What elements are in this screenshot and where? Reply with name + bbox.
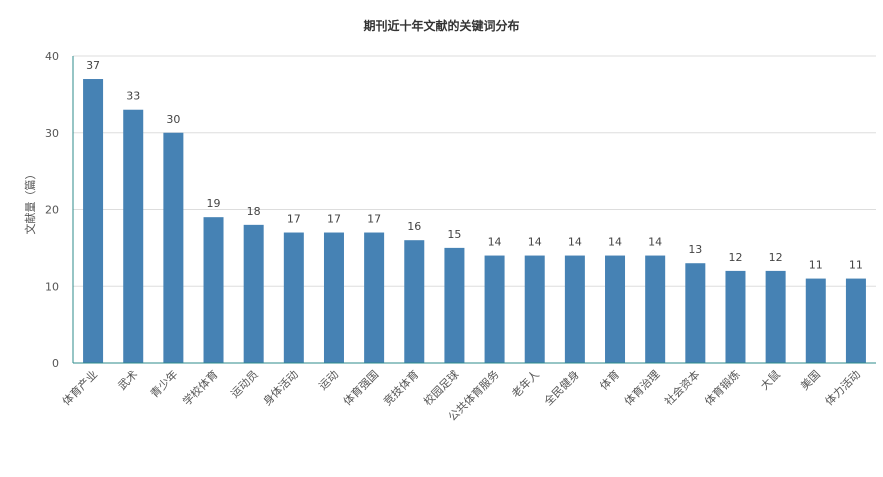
x-tick-label: 全民健身: [541, 367, 582, 408]
x-tick-label: 体力活动: [822, 367, 863, 408]
bar: [203, 217, 224, 363]
data-label: 13: [688, 243, 702, 256]
x-tick-label: 竞技体育: [380, 367, 421, 408]
data-label: 17: [287, 213, 301, 226]
bar: [323, 232, 344, 363]
bar: [524, 255, 545, 363]
data-label: 15: [447, 228, 461, 241]
x-tick-label: 大鼠: [757, 367, 782, 392]
data-label: 14: [568, 236, 582, 249]
bar: [765, 270, 786, 363]
bar: [243, 224, 264, 363]
data-label: 14: [528, 236, 542, 249]
bar: [404, 240, 425, 363]
y-axis-title: 文献量（篇）: [23, 169, 37, 235]
x-tick-label: 体育: [597, 367, 622, 392]
grid-lines: [73, 55, 876, 287]
data-label: 12: [769, 251, 783, 264]
data-label: 11: [849, 259, 863, 272]
x-tick-label: 学校体育: [180, 367, 221, 408]
data-label: 33: [126, 90, 140, 103]
data-label: 19: [207, 197, 221, 210]
bar: [805, 278, 826, 363]
bar: [685, 263, 706, 363]
data-label: 11: [809, 259, 823, 272]
x-tick-label: 身体活动: [260, 367, 301, 408]
bar: [444, 247, 465, 363]
x-tick-label: 体育产业: [59, 367, 100, 408]
bar: [564, 255, 585, 363]
chart-title: 期刊近十年文献的关键词分布: [363, 19, 520, 33]
data-label: 14: [608, 236, 622, 249]
y-tick-label: 0: [52, 357, 59, 370]
data-label: 17: [327, 213, 341, 226]
data-label: 30: [166, 113, 180, 126]
x-tick-label: 美国: [798, 368, 823, 393]
bar: [484, 255, 505, 363]
bar: [283, 232, 304, 363]
y-tick-label: 30: [45, 127, 59, 140]
data-label: 14: [488, 236, 502, 249]
bar: [605, 255, 626, 363]
bar: [83, 79, 104, 364]
data-label: 12: [728, 251, 742, 264]
data-label: 16: [407, 220, 421, 233]
x-tick-label: 运动: [316, 368, 341, 393]
data-label: 14: [648, 236, 662, 249]
bar: [163, 132, 184, 363]
x-tick-label: 老年人: [509, 367, 542, 400]
x-tick-label: 体育强国: [340, 367, 381, 408]
y-axis-ticks: 0 10 20 30 40: [45, 50, 59, 370]
x-axis-labels: 体育产业 武术 青少年 学校体育 运动员 身体活动 运动 体育强国 竞技体育 校园足球公共体育服务…: [59, 367, 863, 424]
x-tick-label: 社会资本: [661, 367, 702, 408]
x-tick-label: 青少年: [147, 367, 180, 400]
bars: [83, 79, 866, 364]
data-labels: 37 33 30 19 18 17 17 17 16 15 14 14 14 14 14 13 12 12 11 11: [86, 59, 863, 272]
data-label: 37: [86, 59, 100, 72]
bar: [845, 278, 866, 363]
x-tick-label: 武术: [116, 368, 141, 393]
y-tick-label: 10: [45, 280, 59, 293]
bar: [364, 232, 385, 363]
x-tick-label: 体育锻炼: [702, 367, 743, 408]
bar: [123, 109, 144, 363]
x-tick-label: 运动员: [228, 368, 261, 401]
y-tick-label: 20: [45, 204, 59, 217]
bar: [645, 255, 666, 363]
y-tick-label: 40: [45, 50, 59, 63]
data-label: 17: [367, 213, 381, 226]
x-tick-label: 体育治理: [621, 367, 662, 408]
x-tick-label: 校园足球: [421, 367, 462, 408]
data-label: 18: [247, 205, 261, 218]
bar: [725, 270, 746, 363]
